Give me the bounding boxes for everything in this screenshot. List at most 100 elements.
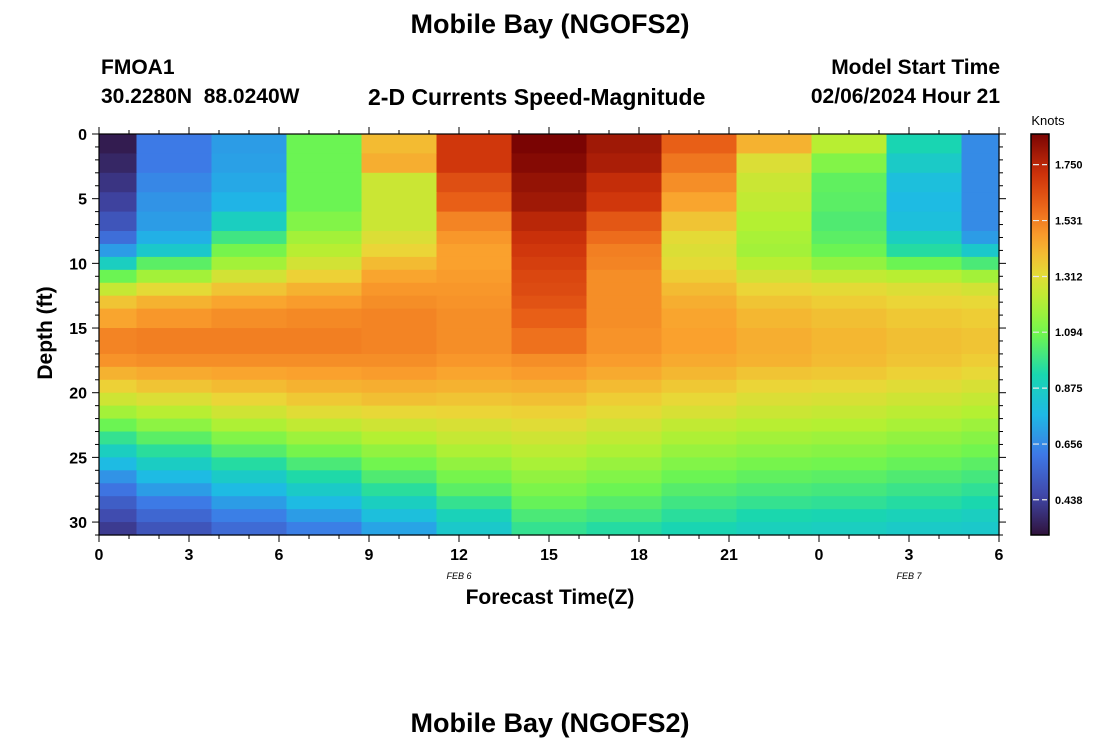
x-tick-label: 9	[365, 547, 374, 564]
heatmap-cell	[811, 153, 888, 174]
x-tick-label: 6	[275, 547, 284, 564]
heatmap-cell	[511, 231, 588, 245]
heatmap-cell	[736, 379, 813, 394]
heatmap-cell	[136, 192, 213, 213]
heatmap-cell	[99, 444, 138, 458]
heatmap-cell	[361, 483, 438, 497]
heatmap-cell	[961, 282, 1000, 297]
heatmap-cell	[286, 256, 363, 271]
x-axis-label: Forecast Time(Z)	[466, 586, 635, 609]
heatmap-cell	[586, 509, 663, 523]
heatmap-cell	[436, 392, 513, 407]
heatmap-cell	[961, 308, 1000, 329]
heatmap-cell	[99, 470, 138, 484]
heatmap-cell	[886, 483, 963, 497]
heatmap-cell	[511, 496, 588, 510]
heatmap-cell	[661, 282, 738, 297]
heatmap-cell	[136, 269, 213, 284]
heatmap-cell	[99, 282, 138, 297]
station-id: FMOA1	[101, 56, 175, 79]
heatmap-cell	[436, 405, 513, 420]
x-tick-label: 6	[995, 547, 1004, 564]
x-tick-label: 21	[720, 547, 738, 564]
heatmap-cell	[811, 392, 888, 407]
heatmap-cell	[811, 444, 888, 458]
heatmap-cell	[736, 308, 813, 329]
colorbar-title: Knots	[1031, 113, 1065, 128]
heatmap-cell	[511, 431, 588, 446]
heatmap-cell	[511, 470, 588, 484]
heatmap-cell	[586, 379, 663, 394]
heatmap-cell	[211, 353, 288, 368]
heatmap-cell	[436, 522, 513, 536]
colorbar-tick-label: 1.094	[1055, 327, 1083, 339]
heatmap-cell	[886, 172, 963, 193]
heatmap-cell	[586, 231, 663, 245]
heatmap-cell	[961, 366, 1000, 381]
heatmap-cell	[511, 153, 588, 174]
heatmap-cell	[511, 256, 588, 271]
heatmap-cell	[436, 192, 513, 213]
heatmap-cell	[736, 392, 813, 407]
heatmap-cell	[811, 211, 888, 232]
heatmap-cell	[361, 496, 438, 510]
x-tick-label: 0	[95, 547, 104, 564]
heatmap-cell	[286, 353, 363, 368]
heatmap-cell	[286, 192, 363, 213]
heatmap-cell	[661, 444, 738, 458]
heatmap-cell	[961, 483, 1000, 497]
heatmap-cell	[661, 231, 738, 245]
heatmap-cell	[961, 172, 1000, 193]
heatmap-cell	[586, 295, 663, 310]
heatmap-cell	[736, 269, 813, 284]
heatmap-cell	[286, 457, 363, 471]
heatmap-cell	[211, 509, 288, 523]
heatmap-cell	[961, 353, 1000, 368]
heatmap-cell	[211, 418, 288, 433]
heatmap-cell	[961, 444, 1000, 458]
heatmap-cell	[211, 392, 288, 407]
heatmap-cell	[736, 231, 813, 245]
heatmap-cell	[99, 243, 138, 258]
heatmap-cell	[661, 470, 738, 484]
heatmap-cell	[286, 328, 363, 355]
heatmap-cell	[286, 269, 363, 284]
heatmap-cell	[136, 134, 213, 154]
heatmap-cell	[586, 211, 663, 232]
heatmap-cell	[99, 496, 138, 510]
heatmap-cell	[661, 243, 738, 258]
y-tick-label: 30	[69, 515, 87, 532]
heatmap-cell	[586, 192, 663, 213]
heatmap-cell	[436, 418, 513, 433]
heatmap-cell	[811, 496, 888, 510]
heatmap-cell	[811, 256, 888, 271]
x-tick-label: 0	[815, 547, 824, 564]
heatmap-cell	[286, 308, 363, 329]
model-start-time-label: Model Start Time	[831, 56, 1000, 79]
heatmap-cell	[136, 328, 213, 355]
heatmap-cell	[736, 418, 813, 433]
y-tick-label: 20	[69, 386, 87, 403]
colorbar-scale	[1030, 133, 1050, 536]
heatmap-cell	[586, 496, 663, 510]
heatmap-cell	[511, 269, 588, 284]
heatmap-cell	[886, 269, 963, 284]
heatmap-cell	[436, 282, 513, 297]
heatmap-cell	[211, 366, 288, 381]
heatmap-cell	[811, 483, 888, 497]
heatmap-cell	[886, 522, 963, 536]
heatmap-cell	[886, 431, 963, 446]
heatmap-cell	[736, 243, 813, 258]
heatmap-cell	[886, 295, 963, 310]
heatmap-cell	[361, 470, 438, 484]
heatmap-cell	[661, 295, 738, 310]
heatmap-cell	[436, 269, 513, 284]
heatmap-cell	[961, 295, 1000, 310]
colorbar: Knots 1.750 1.531 1.312 1.094 0.875 0.656 0.43…	[1030, 113, 1083, 536]
heatmap-cell	[661, 496, 738, 510]
heatmap-cell	[586, 470, 663, 484]
heatmap-cell	[361, 256, 438, 271]
heatmap-cell	[136, 470, 213, 484]
heatmap-cell	[136, 172, 213, 193]
heatmap-cell	[811, 431, 888, 446]
